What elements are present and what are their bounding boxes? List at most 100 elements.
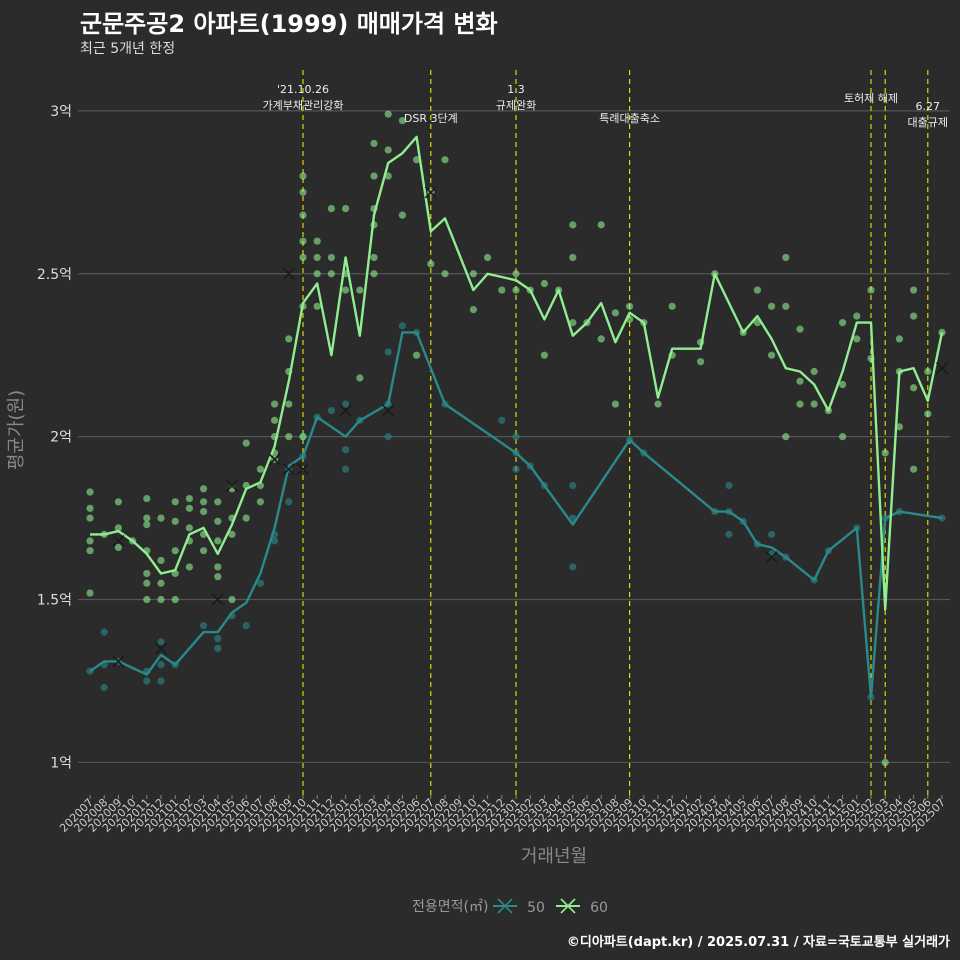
data-point-60 xyxy=(796,325,804,333)
data-point-50 xyxy=(157,677,165,685)
y-tick-label: 3억 xyxy=(50,104,72,120)
cross-marker-50 xyxy=(382,404,395,417)
data-point-60 xyxy=(200,547,208,555)
data-point-60 xyxy=(626,302,634,310)
y-axis-title: 평균가(원) xyxy=(6,390,27,470)
data-point-60 xyxy=(611,400,620,408)
data-point-60 xyxy=(370,139,378,148)
data-point-60 xyxy=(370,270,378,278)
y-tick-label: 2.5억 xyxy=(37,267,72,283)
data-point-60 xyxy=(86,547,94,555)
data-point-50 xyxy=(100,683,108,692)
legend-key-cross xyxy=(497,898,513,914)
source-caption: ©디아파트(dapt.kr) / 2025.07.31 / 자료=국토교통부 실… xyxy=(566,935,950,950)
data-point-60 xyxy=(910,384,918,392)
data-point-60 xyxy=(597,221,605,229)
data-point-60 xyxy=(839,319,847,327)
data-point-50 xyxy=(768,530,776,538)
data-point-60 xyxy=(143,514,151,522)
data-point-60 xyxy=(370,253,378,262)
data-point-60 xyxy=(313,302,321,310)
data-point-60 xyxy=(839,433,847,441)
data-point-60 xyxy=(654,400,662,408)
data-point-50 xyxy=(725,481,733,490)
data-point-60 xyxy=(214,537,222,545)
data-point-60 xyxy=(313,253,321,262)
data-point-50 xyxy=(200,621,208,630)
data-point-60 xyxy=(753,286,762,294)
series-line-50 xyxy=(89,331,943,699)
data-point-60 xyxy=(114,543,122,552)
data-point-60 xyxy=(413,351,421,359)
data-point-60 xyxy=(86,514,94,522)
data-point-60 xyxy=(597,335,605,343)
cross-marker-60 xyxy=(225,479,239,492)
data-point-60 xyxy=(512,270,520,278)
data-point-60 xyxy=(895,423,904,431)
legend-label: 50 xyxy=(527,900,545,916)
data-point-60 xyxy=(242,439,250,447)
data-point-60 xyxy=(895,335,904,343)
cross-marker-50 xyxy=(211,593,224,606)
data-point-60 xyxy=(839,380,847,389)
cross-marker-50 xyxy=(296,463,310,476)
data-point-60 xyxy=(512,286,520,294)
event-label: '21.10.26 xyxy=(277,83,329,96)
cross-marker-50 xyxy=(765,551,778,564)
legend-key-cross xyxy=(560,898,576,914)
data-point-60 xyxy=(185,504,193,512)
data-point-60 xyxy=(782,433,790,441)
data-point-60 xyxy=(228,530,236,538)
data-point-60 xyxy=(143,579,151,587)
data-point-60 xyxy=(540,351,549,359)
data-point-60 xyxy=(285,400,293,408)
data-point-60 xyxy=(668,302,676,310)
chart-title: 군문주공2 아파트(1999) 매매가격 변화 xyxy=(80,10,498,38)
data-point-60 xyxy=(469,305,477,314)
data-point-60 xyxy=(910,312,918,320)
data-point-60 xyxy=(171,498,179,506)
data-point-60 xyxy=(356,286,364,294)
event-label: 특례대출축소 xyxy=(599,112,660,125)
data-point-60 xyxy=(569,253,577,262)
data-point-60 xyxy=(256,465,264,473)
data-point-60 xyxy=(143,521,151,529)
data-point-50 xyxy=(157,638,165,646)
data-point-60 xyxy=(427,260,435,268)
data-point-60 xyxy=(157,514,165,522)
data-point-60 xyxy=(540,279,549,288)
event-label: 토허제 해제 xyxy=(844,91,898,105)
event-label: 6.27 xyxy=(916,100,941,113)
data-point-50 xyxy=(214,644,222,653)
data-point-60 xyxy=(171,547,179,555)
data-point-60 xyxy=(214,517,222,525)
y-tick-label: 1억 xyxy=(50,755,72,771)
data-point-60 xyxy=(810,400,818,408)
data-point-50 xyxy=(327,406,335,415)
data-point-60 xyxy=(569,319,577,327)
data-point-60 xyxy=(413,156,421,164)
data-point-60 xyxy=(299,188,307,196)
data-point-60 xyxy=(185,494,193,503)
data-point-60 xyxy=(86,537,94,545)
data-point-50 xyxy=(271,537,279,545)
data-point-60 xyxy=(796,400,804,408)
cross-marker-60 xyxy=(268,453,281,466)
data-point-60 xyxy=(313,270,321,278)
data-point-60 xyxy=(185,563,193,571)
data-point-60 xyxy=(143,494,151,503)
cross-marker-50 xyxy=(154,642,168,655)
data-point-60 xyxy=(327,270,335,278)
data-point-60 xyxy=(370,172,378,180)
data-point-50 xyxy=(256,579,264,587)
cross-marker-50 xyxy=(112,655,125,668)
data-point-60 xyxy=(299,172,307,180)
data-point-60 xyxy=(200,507,208,516)
data-point-50 xyxy=(398,322,406,330)
data-point-50 xyxy=(384,348,392,356)
legend-label: 60 xyxy=(590,900,608,916)
data-point-50 xyxy=(342,465,350,473)
data-point-60 xyxy=(86,589,94,597)
data-point-60 xyxy=(569,221,577,229)
data-point-50 xyxy=(512,465,520,473)
